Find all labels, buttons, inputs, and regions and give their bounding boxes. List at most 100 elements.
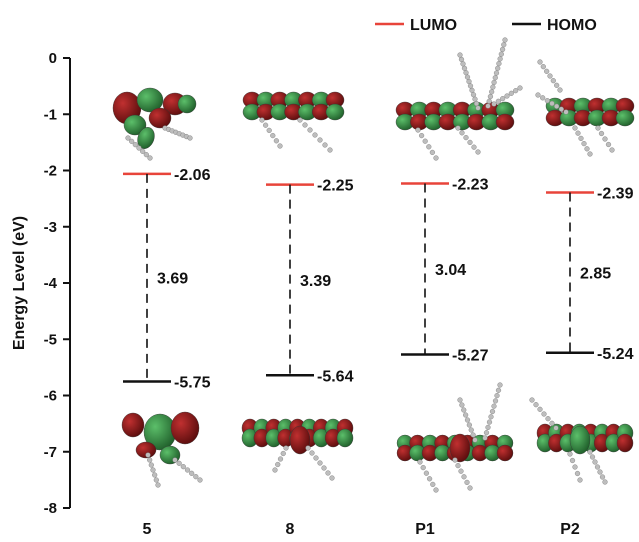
category-labels: 5 8 P1 P2 (143, 521, 580, 538)
atom (132, 142, 138, 148)
homo-value-label: -5.75 (174, 374, 211, 391)
atom (549, 100, 555, 107)
atom (602, 479, 608, 485)
atom (508, 90, 514, 96)
atom (574, 470, 581, 477)
y-ticks: 0 -1 -2 -3 -4 -5 -6 -7 -8 (44, 50, 70, 517)
y-axis-title: Energy Level (eV) (11, 216, 28, 350)
atom (558, 106, 564, 112)
orbital-lobe (148, 107, 172, 129)
atom (197, 477, 203, 483)
atom (491, 403, 497, 409)
orbital-lobe (289, 425, 311, 455)
atom (597, 469, 603, 475)
orbital-lobe (170, 411, 200, 445)
atom (517, 85, 523, 91)
orbital-illustrations (112, 37, 635, 493)
atom (460, 61, 466, 67)
category-label: 5 (143, 521, 152, 538)
atom (499, 46, 506, 53)
orbital-lobe (495, 113, 515, 131)
atom (275, 461, 281, 468)
atom (309, 450, 315, 456)
homo-value-label: -5.27 (452, 347, 489, 364)
atom (545, 416, 551, 422)
atom (470, 92, 477, 98)
atom (143, 152, 149, 158)
orbital-lobe (135, 441, 157, 459)
atom (468, 427, 474, 433)
atom (500, 96, 506, 102)
atom (145, 452, 151, 458)
atom (467, 485, 473, 491)
atom (589, 454, 596, 460)
atom (492, 75, 498, 81)
atom (475, 105, 481, 111)
atom (458, 468, 464, 474)
atom (553, 425, 559, 431)
atom (497, 382, 503, 388)
atom (147, 155, 153, 161)
atom (529, 397, 535, 403)
atom (594, 464, 601, 470)
atom (595, 125, 601, 131)
orbital-lobe (136, 87, 164, 113)
atom (277, 143, 283, 149)
atom (599, 474, 606, 480)
atom (496, 60, 502, 67)
orbital-lobe (336, 428, 354, 448)
atom (572, 464, 578, 470)
y-axis: 0 -1 -2 -3 -4 -5 -6 -7 -8 (44, 50, 71, 517)
atom (464, 479, 470, 486)
atom (150, 467, 156, 473)
atom (321, 465, 327, 471)
atom (273, 138, 280, 144)
atom (176, 460, 182, 466)
atom (461, 65, 468, 71)
atom (540, 95, 546, 101)
atom (489, 408, 496, 415)
atom (473, 100, 480, 107)
atom (550, 78, 556, 84)
orbital-lobe (449, 433, 471, 463)
category-label: P1 (415, 521, 435, 538)
atom (557, 87, 563, 93)
atom (266, 127, 272, 133)
atom (155, 482, 161, 488)
atom (485, 424, 491, 431)
y-tick-label: -5 (44, 331, 57, 348)
atom (491, 79, 497, 86)
atom (466, 422, 472, 428)
atom (152, 472, 158, 478)
y-tick-label: -8 (44, 500, 57, 517)
atom (184, 467, 191, 473)
atom (605, 141, 612, 148)
atom (504, 93, 510, 99)
atom (549, 420, 555, 426)
orbital-lobe (123, 114, 147, 136)
atom (581, 141, 587, 147)
lumo-value-label: -2.06 (174, 167, 211, 184)
atom (467, 83, 474, 89)
atom (426, 144, 432, 150)
atom (609, 147, 615, 153)
atom (563, 109, 569, 115)
atom (433, 487, 439, 493)
atom (313, 455, 319, 461)
lumo-value-label: -2.23 (452, 176, 489, 193)
atom (491, 101, 497, 107)
atom (569, 457, 576, 464)
atom (498, 51, 504, 57)
atom (427, 476, 433, 482)
orbital-lobe (616, 433, 634, 453)
atom (587, 449, 593, 455)
atom (430, 481, 436, 488)
atom (472, 96, 478, 102)
band-gap-label: 3.69 (157, 271, 188, 288)
category-label: P2 (560, 521, 580, 538)
atom (317, 137, 323, 143)
atom (577, 477, 583, 483)
atom (297, 117, 303, 123)
atom (148, 462, 154, 468)
